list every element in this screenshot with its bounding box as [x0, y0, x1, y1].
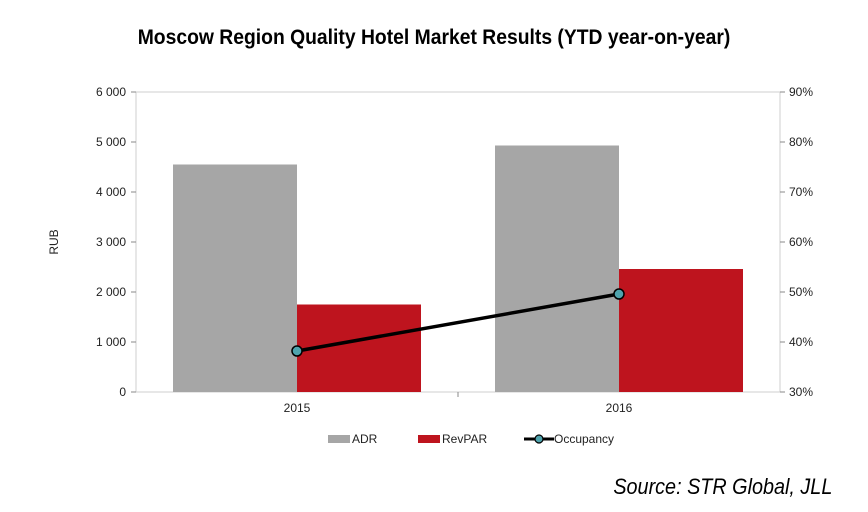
y-tick-label: 6 000	[96, 85, 126, 99]
y2-tick-label: 50%	[789, 285, 813, 299]
y2-tick-label: 80%	[789, 135, 813, 149]
y-tick-label: 2 000	[96, 285, 126, 299]
point-occupancy	[291, 345, 303, 357]
x-tick-label: 2016	[606, 401, 633, 415]
legend-label-occupancy: Occupancy	[554, 432, 614, 446]
legend-swatch-adr	[328, 435, 350, 443]
bar-adr-2016	[495, 145, 619, 392]
y2-tick-label: 60%	[789, 235, 813, 249]
y2-tick-label: 30%	[789, 385, 813, 399]
y-tick-label: 5 000	[96, 135, 126, 149]
series-line-occupancy	[296, 292, 620, 353]
y2-tick-label: 40%	[789, 335, 813, 349]
y2-tick-label: 90%	[789, 85, 813, 99]
bar-revpar-2016	[619, 269, 743, 392]
y-axis-title: RUB	[47, 229, 61, 254]
legend-label-revpar: RevPAR	[442, 432, 487, 446]
y-tick-label: 0	[119, 385, 126, 399]
chart-title: Moscow Region Quality Hotel Market Resul…	[137, 26, 731, 49]
bar-adr-2015	[173, 164, 297, 392]
y-tick-label: 1 000	[96, 335, 126, 349]
point-occupancy	[613, 288, 625, 300]
y2-tick-label: 70%	[789, 185, 813, 199]
y-tick-label: 3 000	[96, 235, 126, 249]
x-tick-label: 2015	[284, 401, 311, 415]
legend-label-adr: ADR	[352, 432, 378, 446]
legend-swatch-revpar	[418, 435, 440, 443]
y-tick-label: 4 000	[96, 185, 126, 199]
source-note: Source: STR Global, JLL	[612, 474, 832, 499]
legend-marker-occupancy	[534, 434, 544, 444]
